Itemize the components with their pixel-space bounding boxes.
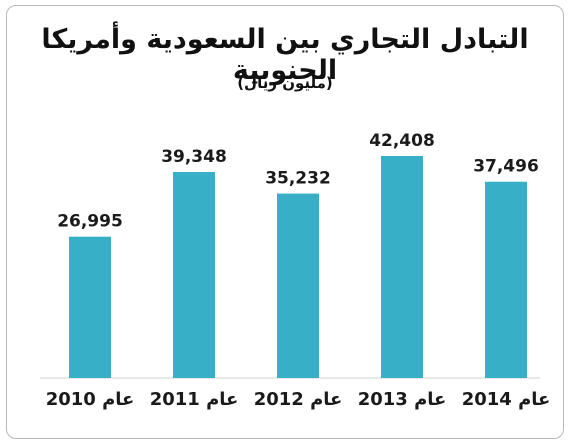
value-label-4: 37,496 <box>473 157 539 177</box>
value-label-2: 35,232 <box>265 169 331 189</box>
category-label-3: عام 2013 <box>357 389 447 410</box>
chart-subtitle: (مليون ريال) <box>237 74 333 92</box>
bar-4 <box>485 181 527 378</box>
category-label-4: عام 2014 <box>461 389 551 410</box>
category-label-2: عام 2012 <box>253 389 343 410</box>
bar-0 <box>69 236 111 378</box>
bar-3 <box>381 156 423 378</box>
value-label-1: 39,348 <box>161 147 227 167</box>
chart-title: التبادل التجاري بين السعودية وأمريكا الج… <box>41 24 529 86</box>
category-label-0: عام 2010 <box>45 389 135 410</box>
bar-1 <box>173 172 215 378</box>
category-label-1: عام 2011 <box>149 389 239 410</box>
value-label-0: 26,995 <box>57 212 123 232</box>
bar-2 <box>277 193 319 378</box>
value-label-3: 42,408 <box>369 131 435 151</box>
